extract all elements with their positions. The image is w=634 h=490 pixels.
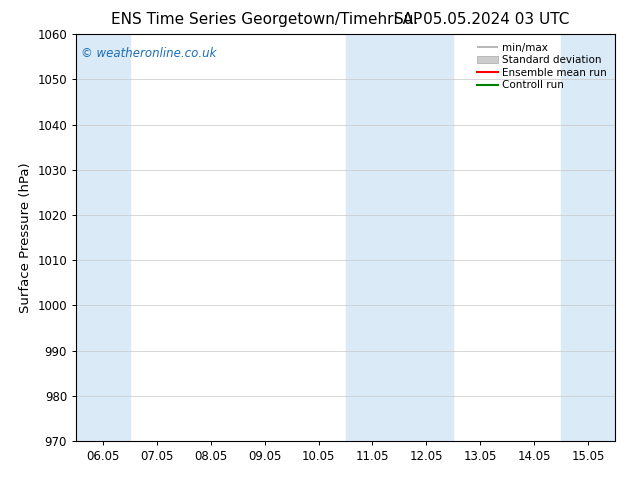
Legend: min/max, Standard deviation, Ensemble mean run, Controll run: min/max, Standard deviation, Ensemble me… (474, 40, 610, 94)
Text: Su. 05.05.2024 03 UTC: Su. 05.05.2024 03 UTC (394, 12, 569, 27)
Y-axis label: Surface Pressure (hPa): Surface Pressure (hPa) (19, 162, 32, 313)
Text: ENS Time Series Georgetown/Timehri AP: ENS Time Series Georgetown/Timehri AP (111, 12, 422, 27)
Bar (346, 34, 453, 441)
Bar (561, 34, 615, 441)
Bar (76, 34, 130, 441)
Text: © weatheronline.co.uk: © weatheronline.co.uk (81, 47, 217, 59)
